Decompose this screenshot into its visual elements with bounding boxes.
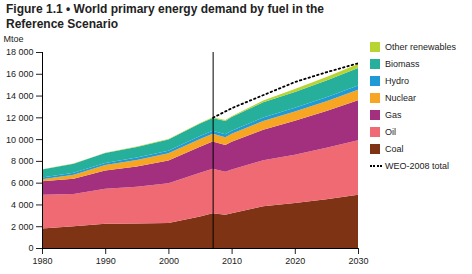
svg-text:1980: 1980 (32, 256, 52, 266)
html-text:Figure 1.1 • World primary ene: Figure 1.1 • World primary energy demand… (6, 2, 324, 31)
svg-text:Mtoe: Mtoe (4, 34, 24, 44)
html-text:Gas: Gas (385, 109, 402, 120)
svg-text:2020: 2020 (285, 256, 305, 266)
svg-text:14 000: 14 000 (6, 91, 34, 101)
svg-text:12 000: 12 000 (6, 113, 34, 123)
svg-text:18 000: 18 000 (6, 47, 34, 57)
svg-text:8 000: 8 000 (11, 156, 34, 166)
svg-text:16 000: 16 000 (6, 69, 34, 79)
html-text:Coal: Coal (385, 143, 404, 154)
svg-text:2 000: 2 000 (11, 222, 34, 232)
html-text:Nuclear: Nuclear (385, 92, 416, 103)
svg-text:6 000: 6 000 (11, 178, 34, 188)
svg-text:2000: 2000 (159, 256, 179, 266)
html-text:Hydro: Hydro (385, 75, 409, 86)
html-text:Oil: Oil (385, 126, 396, 137)
html-text:WEO-2008 total: WEO-2008 total (385, 160, 449, 171)
svg-text:2010: 2010 (222, 256, 242, 266)
html-text:Biomass: Biomass (385, 58, 420, 69)
html-text:Other renewables: Other renewables (385, 41, 456, 52)
svg-text:2030: 2030 (348, 256, 368, 266)
svg-text:10 000: 10 000 (6, 134, 34, 144)
svg-text:4 000: 4 000 (11, 200, 34, 210)
svg-text:0: 0 (28, 243, 33, 253)
svg-text:1990: 1990 (96, 256, 116, 266)
